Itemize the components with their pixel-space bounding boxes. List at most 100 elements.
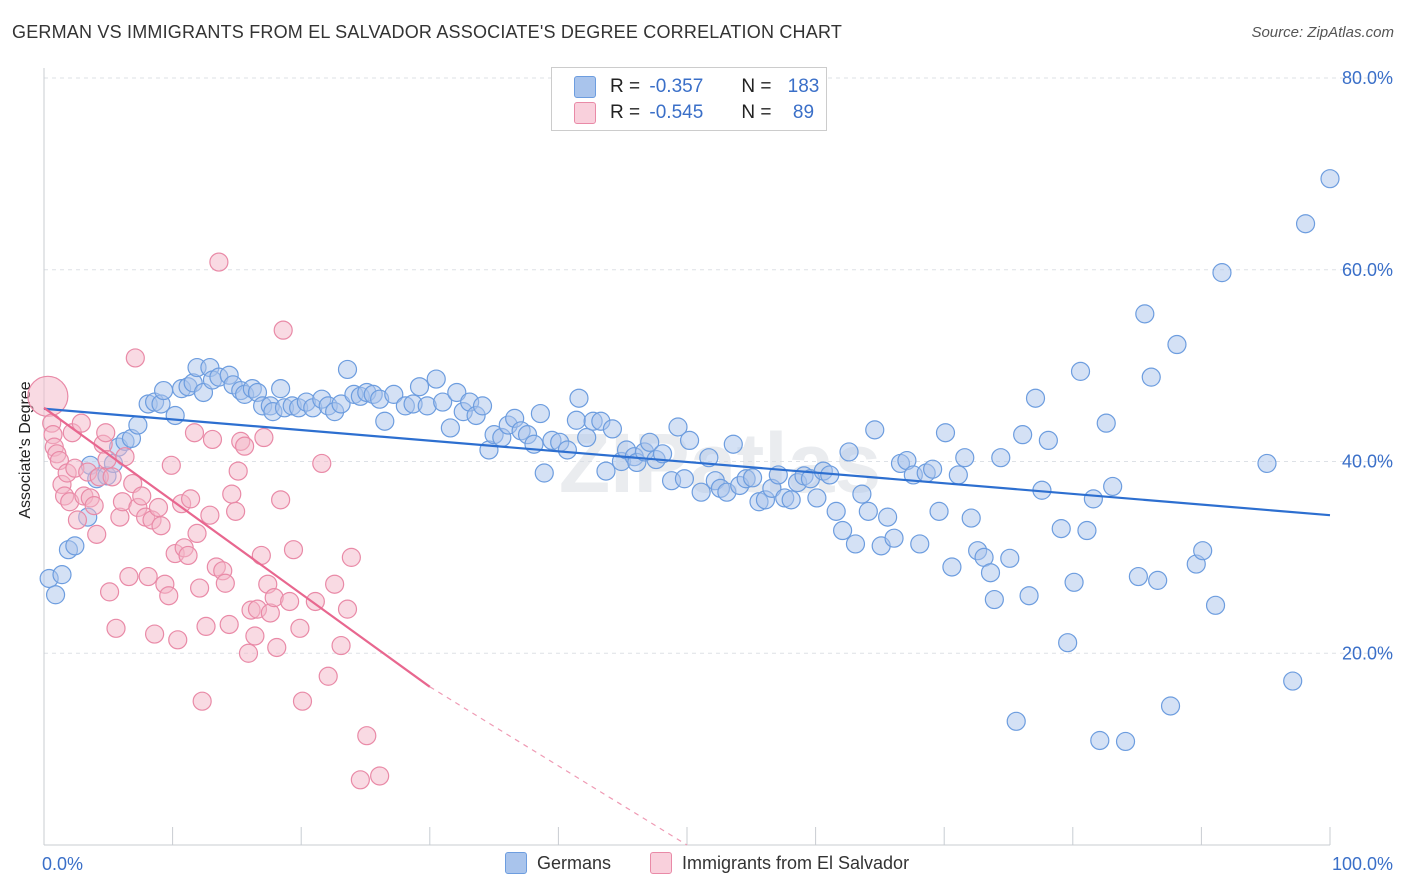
point-germans	[935, 423, 956, 443]
point-el-salvador	[228, 461, 248, 481]
legend-n-value: 183	[787, 76, 820, 97]
point-el-salvador	[226, 501, 246, 521]
trend-line-germans	[43, 407, 1331, 517]
point-el-salvador	[196, 616, 216, 637]
point-el-salvador	[222, 484, 242, 504]
point-germans	[699, 448, 719, 468]
point-el-salvador	[184, 423, 205, 443]
trend-line-el-salvador	[43, 406, 431, 688]
point-el-salvador	[151, 516, 171, 536]
point-el-salvador	[181, 489, 201, 509]
point-el-salvador	[219, 614, 239, 635]
point-germans	[165, 405, 185, 426]
point-el-salvador	[341, 547, 361, 567]
point-germans	[1160, 696, 1181, 716]
point-germans	[884, 528, 904, 548]
point-germans	[1135, 304, 1155, 324]
point-el-salvador	[148, 497, 169, 518]
point-el-salvador	[357, 726, 377, 746]
legend-row-germans: R = -0.357 N = 183	[574, 74, 824, 100]
legend-r-label: R =	[610, 76, 641, 97]
point-germans	[153, 380, 174, 401]
point-germans	[852, 484, 872, 504]
point-germans	[1038, 430, 1058, 451]
y-tick-label-60: 60.0%	[1342, 260, 1393, 280]
point-germans	[1295, 214, 1316, 234]
point-germans	[447, 382, 467, 403]
series-el-salvador-points	[27, 252, 390, 790]
point-germans	[440, 418, 460, 438]
point-germans	[929, 501, 949, 521]
point-germans	[742, 468, 763, 488]
point-germans	[1058, 633, 1078, 653]
point-germans	[1077, 520, 1097, 541]
point-el-salvador	[119, 566, 139, 587]
point-germans	[858, 501, 878, 521]
point-el-salvador	[178, 545, 198, 566]
point-germans	[674, 469, 695, 489]
point-germans	[52, 565, 72, 585]
legend-item-germans[interactable]: Germans	[505, 852, 611, 874]
point-germans	[577, 427, 597, 448]
point-germans	[1212, 263, 1232, 283]
point-el-salvador	[273, 320, 293, 340]
point-germans	[845, 534, 866, 554]
point-el-salvador	[168, 630, 188, 650]
point-germans	[1006, 711, 1026, 731]
point-el-salvador	[271, 490, 291, 510]
point-germans	[833, 520, 853, 541]
legend-label-germans: Germans	[537, 852, 612, 873]
point-germans	[331, 394, 351, 414]
point-germans	[534, 463, 554, 483]
legend-swatch-germans	[574, 76, 596, 98]
point-germans	[948, 465, 968, 485]
point-germans	[865, 420, 885, 440]
point-germans	[955, 448, 975, 468]
point-germans	[1083, 489, 1103, 509]
point-germans	[530, 403, 550, 424]
point-germans	[691, 482, 711, 502]
point-el-salvador	[238, 643, 259, 663]
point-germans	[271, 379, 291, 399]
point-germans	[991, 448, 1011, 468]
x-tick-label-0: 0.0%	[42, 854, 83, 874]
point-el-salvador	[370, 766, 390, 786]
point-germans	[942, 557, 962, 577]
point-germans	[961, 508, 981, 528]
point-germans	[679, 430, 700, 451]
series-legend: Germans Immigrants from El Salvador	[0, 850, 1406, 880]
point-germans	[1167, 334, 1187, 355]
point-el-salvador	[350, 770, 370, 790]
point-germans	[566, 410, 587, 430]
point-el-salvador	[99, 582, 120, 602]
point-el-salvador	[290, 618, 310, 638]
point-germans	[980, 563, 1001, 583]
point-el-salvador	[235, 436, 255, 456]
y-tick-label-80: 80.0%	[1342, 68, 1393, 88]
point-germans	[1257, 453, 1277, 474]
point-el-salvador	[325, 574, 345, 594]
point-el-salvador	[254, 427, 274, 448]
point-germans	[1051, 519, 1071, 539]
point-germans	[1096, 413, 1116, 433]
point-el-salvador	[102, 467, 122, 487]
point-germans	[1283, 671, 1303, 691]
point-germans	[602, 419, 623, 439]
point-germans	[839, 442, 859, 462]
point-el-salvador	[267, 637, 287, 658]
legend-swatch-el-salvador	[574, 102, 596, 124]
legend-n-label: N =	[741, 102, 772, 123]
point-el-salvador	[331, 635, 351, 656]
point-el-salvador	[67, 510, 88, 530]
trend-lines	[43, 406, 1331, 846]
point-el-salvador	[312, 453, 332, 474]
point-el-salvador	[187, 523, 207, 544]
point-germans	[1000, 548, 1020, 568]
legend-item-el-salvador[interactable]: Immigrants from El Salvador	[650, 852, 909, 874]
point-el-salvador	[87, 524, 107, 544]
point-germans	[1090, 730, 1110, 751]
point-germans	[923, 459, 943, 479]
point-el-salvador	[192, 691, 212, 711]
point-germans	[472, 396, 493, 416]
